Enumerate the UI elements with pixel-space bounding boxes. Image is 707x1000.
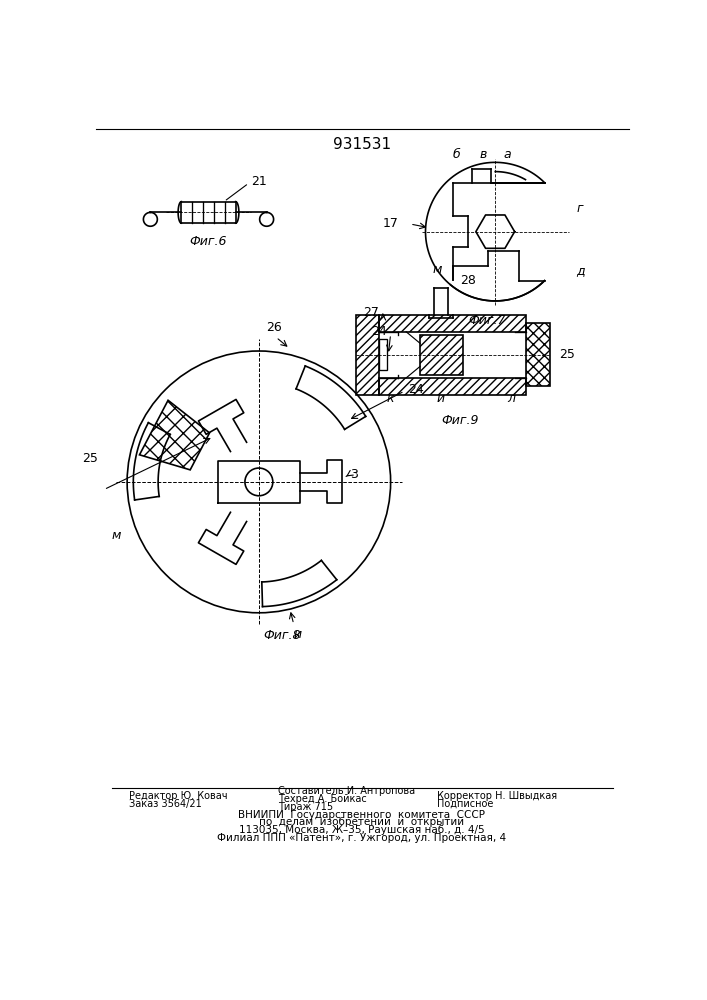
- Text: 27: 27: [363, 306, 379, 319]
- Text: Фиг.9: Фиг.9: [442, 414, 479, 427]
- Text: Корректор Н. Швыдкая: Корректор Н. Швыдкая: [437, 791, 557, 801]
- Text: л: л: [507, 392, 515, 405]
- Text: Подписное: Подписное: [437, 799, 493, 809]
- Text: Фиг.6: Фиг.6: [189, 235, 227, 248]
- Text: 931531: 931531: [333, 137, 391, 152]
- Text: 113035, Москва, Ж–35, Раушская наб., д. 4/5: 113035, Москва, Ж–35, Раушская наб., д. …: [239, 825, 485, 835]
- Text: 21: 21: [251, 175, 267, 188]
- Text: и: и: [293, 628, 302, 641]
- Text: 24: 24: [371, 325, 387, 338]
- Text: Тираж 715: Тираж 715: [279, 802, 334, 812]
- Text: в: в: [480, 148, 487, 161]
- Text: м: м: [112, 529, 121, 542]
- Text: м: м: [433, 263, 442, 276]
- Text: 28: 28: [460, 274, 477, 287]
- Text: по  делам  изобретений  и  открытий: по делам изобретений и открытий: [259, 817, 464, 827]
- Text: г: г: [577, 202, 583, 215]
- Text: Филиал ППП «Патент», г. Ужгород, ул. Проектная, 4: Филиал ППП «Патент», г. Ужгород, ул. Про…: [217, 833, 506, 843]
- Text: Заказ 3564/21: Заказ 3564/21: [129, 799, 201, 809]
- Text: 17: 17: [382, 217, 398, 230]
- Text: б: б: [452, 148, 460, 161]
- Text: Фиг.8: Фиг.8: [264, 629, 301, 642]
- Text: 25: 25: [559, 348, 575, 361]
- Text: Составитель И. Антропова: Составитель И. Антропова: [279, 786, 416, 796]
- Text: а: а: [503, 148, 510, 161]
- Text: Фиг.7: Фиг.7: [469, 314, 506, 327]
- Text: ВНИИПИ  Государственного  комитета  СССР: ВНИИПИ Государственного комитета СССР: [238, 810, 486, 820]
- Text: 24: 24: [408, 383, 423, 396]
- Text: к: к: [387, 392, 395, 405]
- Text: Техред А. Бойкас: Техред А. Бойкас: [279, 794, 367, 804]
- Text: 3: 3: [350, 468, 358, 481]
- Text: д: д: [577, 264, 585, 277]
- Text: 26: 26: [267, 321, 282, 334]
- Text: 25: 25: [82, 452, 98, 465]
- Text: Редактор Ю. Ковач: Редактор Ю. Ковач: [129, 791, 227, 801]
- Text: и: и: [437, 392, 445, 405]
